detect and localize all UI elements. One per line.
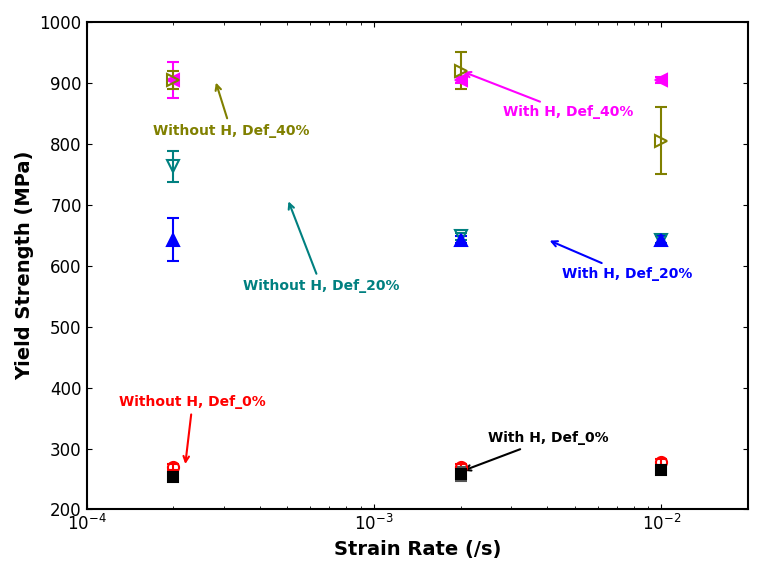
X-axis label: Strain Rate (/s): Strain Rate (/s)	[333, 540, 501, 559]
Text: Without H, Def_0%: Without H, Def_0%	[119, 395, 266, 461]
Y-axis label: Yield Strength (MPa): Yield Strength (MPa)	[15, 151, 34, 381]
Text: With H, Def_0%: With H, Def_0%	[465, 432, 609, 471]
Text: Without H, Def_20%: Without H, Def_20%	[243, 203, 400, 293]
Text: Without H, Def_40%: Without H, Def_40%	[153, 85, 309, 138]
Text: With H, Def_20%: With H, Def_20%	[552, 241, 692, 281]
Text: With H, Def_40%: With H, Def_40%	[465, 72, 633, 119]
